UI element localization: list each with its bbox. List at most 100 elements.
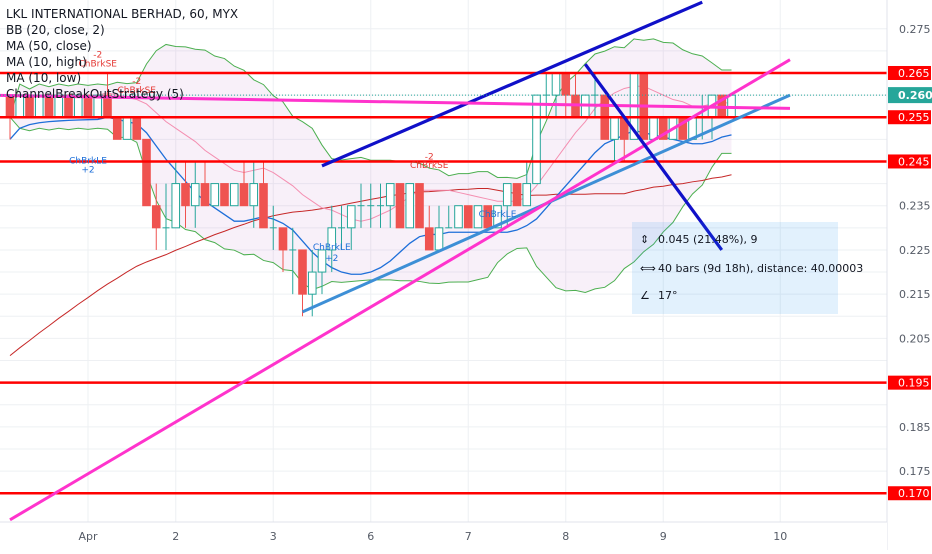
candle-body — [259, 183, 268, 229]
signal-label: -2 — [93, 51, 102, 61]
price-level-tag-label: 0.265 — [898, 67, 930, 80]
candle-body — [551, 72, 561, 96]
candle-body — [307, 271, 317, 295]
trendline-upper-channel — [321, 0, 703, 168]
signal-label: ChBrkLE — [479, 210, 517, 220]
legend-indicator-bb[interactable]: BB (20, close, 2) — [6, 23, 105, 37]
candle-body — [493, 205, 502, 229]
legend-indicator-ma-high[interactable]: MA (10, high) — [6, 55, 87, 69]
last-price-tag-label: 0.260 — [898, 89, 932, 102]
candle-body — [415, 183, 424, 229]
measure-bars-row: ⟺ 40 bars (9d 18h), distance: 40.00003 — [640, 262, 863, 275]
candle-body — [142, 138, 151, 207]
measure-bars-range: 40 bars (9d 18h), distance: 40.00003 — [658, 262, 864, 275]
candle-body — [239, 183, 249, 207]
x-tick-label: Apr — [78, 530, 98, 543]
price-level-tag — [888, 154, 931, 169]
candle-body — [512, 183, 522, 207]
candle-body — [473, 205, 483, 229]
candle-body — [171, 183, 181, 229]
y-tick-label: 0.275 — [899, 23, 931, 36]
candle-body — [249, 183, 259, 207]
price-level-tag — [888, 375, 931, 390]
bars-range-icon: ⟺ — [640, 262, 656, 275]
signal-label: +2 — [325, 254, 338, 264]
candle-body — [483, 205, 493, 229]
price-level-tag — [888, 486, 931, 501]
candle-body — [610, 116, 619, 140]
price-level-tag-label: 0.255 — [898, 111, 930, 124]
signal-label: ChBrkLE — [69, 157, 107, 167]
price-level-tag-label: 0.170 — [898, 487, 930, 500]
candle-body — [317, 249, 327, 273]
candle-body — [502, 183, 512, 207]
x-tick-label: 8 — [562, 530, 569, 543]
signal-label: +2 — [81, 166, 94, 176]
candle-body — [561, 72, 571, 96]
candle-body — [151, 205, 161, 229]
candle-body — [190, 183, 200, 207]
candle-body — [395, 183, 405, 229]
price-range-icon: ⇕ — [640, 233, 650, 246]
price-level-tag-label: 0.245 — [898, 155, 930, 168]
y-tick-label: 0.205 — [899, 332, 931, 345]
measure-angle: 17° — [658, 289, 678, 302]
candle-body — [385, 183, 395, 207]
y-tick-label: 0.235 — [899, 200, 931, 213]
candle-body — [463, 205, 473, 229]
candle-body — [200, 183, 210, 207]
x-tick-label: 3 — [270, 530, 277, 543]
candle-body — [112, 116, 122, 140]
candle-body — [220, 183, 229, 207]
candle-body — [278, 227, 288, 251]
measure-price-row: ⇕ 0.045 (21.48%), 9 — [640, 233, 758, 246]
bollinger-fill — [10, 38, 732, 293]
candle-body — [522, 183, 532, 207]
x-tick-label: 7 — [465, 530, 472, 543]
x-tick-label: 6 — [367, 530, 374, 543]
candle-body — [649, 116, 658, 140]
signal-label: -2 — [425, 152, 434, 162]
x-tick-label: 2 — [172, 530, 179, 543]
candle-body — [532, 94, 541, 185]
candle-body — [346, 205, 356, 229]
y-tick-label: 0.185 — [899, 421, 931, 434]
legend-indicator-ma50[interactable]: MA (50, close) — [6, 39, 92, 53]
candle-body — [454, 205, 463, 229]
x-tick-label: 9 — [660, 530, 667, 543]
signal-label: ChBrkSE — [118, 86, 157, 96]
price-level-tag — [888, 110, 931, 125]
candle-body — [405, 183, 415, 229]
y-tick-label: 0.215 — [899, 288, 931, 301]
measure-angle-row: ∠ 17° — [640, 289, 678, 302]
candle-body — [132, 116, 142, 140]
candle-body — [327, 227, 337, 251]
signal-label: ChBrkSE — [410, 161, 449, 171]
candle-body — [210, 183, 220, 207]
last-price-tag — [888, 87, 932, 104]
time-axis — [0, 522, 887, 550]
measure-tool-box[interactable]: ⇕ 0.045 (21.48%), 9 ⟺ 40 bars (9d 18h), di… — [632, 222, 863, 314]
angle-icon: ∠ — [640, 289, 650, 302]
trendline-breakdown — [583, 63, 724, 251]
legend-indicator-strategy[interactable]: ChannelBreakOutStrategy (5) — [6, 87, 184, 101]
price-level-tag — [888, 65, 931, 80]
candle-body — [229, 183, 239, 207]
signal-label: ChBrkSE — [79, 59, 118, 69]
trendline-resistance-tilt — [0, 93, 791, 110]
legend-indicator-ma-low[interactable]: MA (10, low) — [6, 71, 82, 85]
candle-body — [434, 227, 444, 251]
chart-legend: LKL INTERNATIONAL BERHAD, 60, MYX BB (20… — [6, 6, 238, 102]
y-tick-label: 0.175 — [899, 465, 931, 478]
x-tick-label: 10 — [773, 530, 787, 543]
symbol-title: LKL INTERNATIONAL BERHAD, 60, MYX — [6, 7, 239, 21]
y-tick-label: 0.225 — [899, 244, 931, 257]
candle-body — [181, 183, 190, 207]
candle-body — [122, 116, 132, 140]
measure-price-range: 0.045 (21.48%), 9 — [658, 233, 758, 246]
price-level-tag-label: 0.195 — [898, 377, 930, 390]
signal-label: ChBrkLE — [313, 243, 351, 253]
candle-body — [424, 227, 434, 251]
